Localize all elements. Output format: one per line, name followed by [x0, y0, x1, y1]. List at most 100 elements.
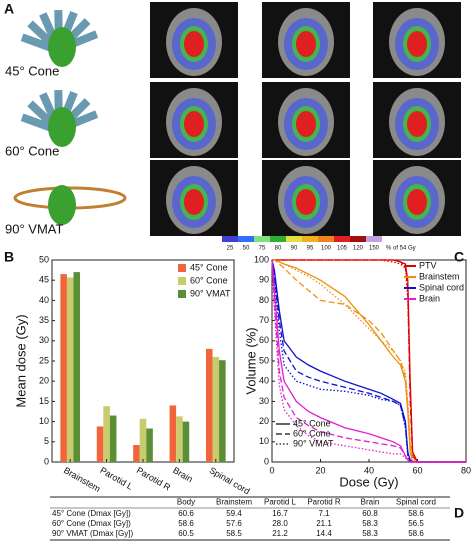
x-tick-label: 80	[461, 465, 471, 475]
table-header: Spinal cord	[396, 498, 436, 507]
legend-label: Spinal cord	[419, 282, 464, 292]
row-label: 45° Cone (Dmax [Gy])	[52, 509, 131, 518]
panel-label: C	[454, 249, 464, 265]
bar	[133, 445, 140, 462]
y-tick-label: 100	[254, 254, 269, 264]
legend-swatch	[178, 264, 186, 272]
x-tick-label: Spinal cord	[208, 465, 252, 496]
y-tick-label: 30	[39, 335, 49, 345]
head-model	[48, 107, 76, 147]
dose-high	[296, 31, 316, 57]
colorbar-swatch	[222, 236, 238, 242]
colorbar-swatch	[366, 236, 382, 242]
bar	[103, 406, 110, 462]
table-cell: 58.6	[408, 529, 424, 538]
table-header: Brain	[361, 498, 380, 507]
x-tick-label: Parotid R	[135, 465, 173, 493]
plan-label: 60° Cone	[5, 143, 59, 158]
y-axis-label: Volume (%)	[243, 327, 258, 394]
dvh-line	[271, 259, 466, 463]
row-label: 90° VMAT (Dmax [Gy])	[52, 529, 133, 538]
y-tick-label: 15	[39, 396, 49, 406]
y-tick-label: 20	[259, 416, 269, 426]
bar	[73, 272, 81, 462]
colorbar-tick-label: 25	[227, 246, 234, 252]
colorbar-tick-label: 105	[337, 246, 348, 252]
bar	[146, 428, 153, 462]
bar	[182, 421, 190, 462]
dose-high	[296, 189, 316, 215]
row-label: 60° Cone (Dmax [Gy])	[52, 519, 131, 528]
x-tick-label: 20	[315, 465, 325, 475]
colorbar-tick-label: 90	[291, 246, 298, 252]
y-tick-label: 70	[259, 315, 269, 325]
table-cell: 14.4	[316, 529, 332, 538]
colorbar-tick-label: 50	[243, 246, 250, 252]
colorbar-swatch	[238, 236, 254, 242]
device-illustration	[20, 9, 99, 67]
bar	[176, 416, 183, 462]
dvh-line	[271, 259, 466, 463]
dvh-line	[272, 259, 466, 463]
dvh-line	[272, 259, 466, 463]
y-tick-label: 40	[39, 295, 49, 305]
y-tick-label: 80	[259, 295, 269, 305]
colorbar-swatch	[270, 236, 286, 242]
plan-label: 45° Cone	[5, 63, 59, 78]
table-header: Body	[177, 498, 195, 507]
y-tick-label: 35	[39, 315, 49, 325]
colorbar-swatch	[350, 236, 366, 242]
y-tick-label: 50	[259, 355, 269, 365]
head-model	[48, 27, 76, 67]
colorbar-swatch	[254, 236, 270, 242]
y-tick-label: 10	[39, 416, 49, 426]
y-tick-label: 30	[259, 396, 269, 406]
table-cell: 58.3	[362, 519, 378, 528]
bar	[139, 418, 147, 462]
x-axis-label: Dose (Gy)	[339, 474, 398, 489]
legend-label: Brain	[419, 293, 440, 303]
y-tick-label: 20	[39, 376, 49, 386]
y-tick-label: 50	[39, 254, 49, 264]
dvh-line	[272, 259, 466, 463]
y-tick-label: 60	[259, 335, 269, 345]
table-cell: 59.4	[226, 509, 242, 518]
panel-label: A	[4, 1, 14, 17]
colorbar-tick-label: 75	[259, 246, 266, 252]
dose-high	[407, 111, 427, 137]
bar	[109, 415, 117, 462]
legend-label: 45° Cone	[293, 418, 331, 428]
panel-label: D	[454, 505, 464, 521]
y-tick-label: 45	[39, 275, 49, 285]
x-tick-label: Brainstem	[62, 465, 102, 494]
y-tick-label: 0	[44, 456, 49, 466]
x-tick-label: 0	[269, 465, 274, 475]
table-cell: 60.5	[178, 529, 194, 538]
legend-label: Brainstem	[419, 271, 460, 281]
colorbar-swatch	[286, 236, 302, 242]
y-axis-label: Mean dose (Gy)	[13, 314, 28, 407]
y-tick-label: 90	[259, 275, 269, 285]
y-tick-label: 5	[44, 436, 49, 446]
bar	[212, 356, 220, 462]
y-tick-label: 0	[264, 456, 269, 466]
table-cell: 7.1	[318, 509, 330, 518]
colorbar-tick-label: 100	[321, 246, 332, 252]
dose-high	[184, 189, 204, 215]
table-cell: 58.3	[362, 529, 378, 538]
device-illustration	[13, 185, 127, 225]
colorbar-unit: % of 54 Gy	[386, 246, 416, 252]
dose-high	[296, 111, 316, 137]
head-model	[48, 185, 76, 225]
bar	[169, 405, 177, 462]
table-cell: 60.6	[178, 509, 194, 518]
legend-label: 60° Cone	[293, 428, 331, 438]
colorbar-swatch	[318, 236, 334, 242]
bar	[205, 348, 213, 462]
colorbar-tick-label: 120	[353, 246, 364, 252]
table-cell: 58.6	[408, 509, 424, 518]
legend-label: PTV	[419, 260, 437, 270]
table-header: Brainstem	[216, 498, 252, 507]
legend-swatch	[178, 277, 186, 285]
